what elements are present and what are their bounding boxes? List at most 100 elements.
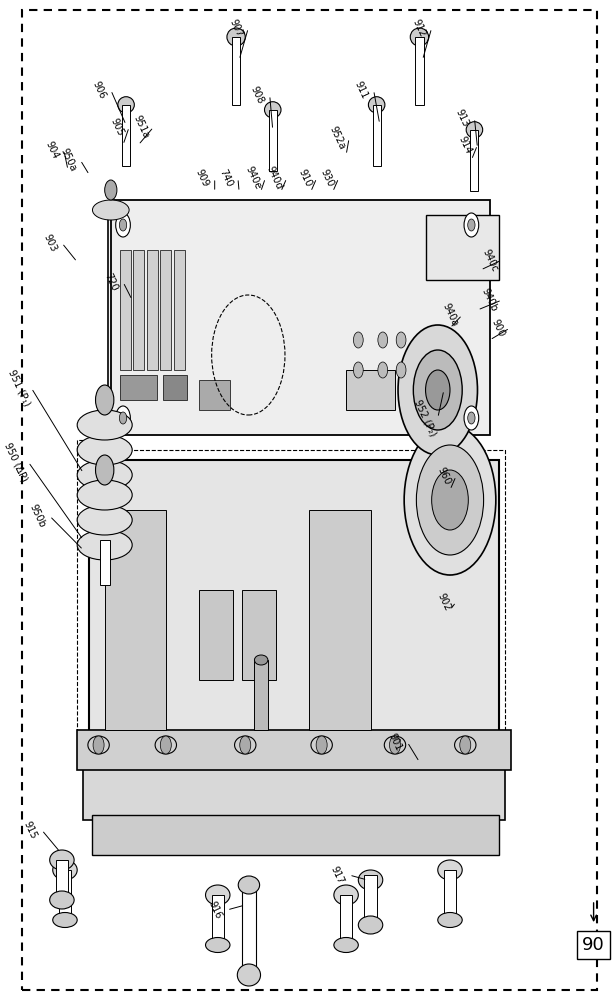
Circle shape — [316, 736, 327, 754]
Ellipse shape — [92, 200, 129, 220]
Circle shape — [404, 425, 496, 575]
Ellipse shape — [77, 410, 132, 440]
Bar — [122, 105, 130, 166]
Ellipse shape — [334, 885, 359, 905]
Circle shape — [464, 406, 478, 430]
Circle shape — [116, 406, 130, 430]
Ellipse shape — [88, 736, 109, 754]
Ellipse shape — [410, 28, 429, 46]
Circle shape — [460, 736, 470, 754]
Circle shape — [240, 736, 251, 754]
Bar — [83, 750, 505, 820]
Ellipse shape — [359, 870, 383, 890]
Ellipse shape — [155, 736, 177, 754]
Text: 905: 905 — [108, 117, 125, 137]
Circle shape — [378, 332, 387, 348]
Ellipse shape — [454, 736, 476, 754]
Circle shape — [119, 412, 127, 424]
Bar — [242, 590, 276, 680]
Bar — [309, 510, 371, 730]
Ellipse shape — [53, 912, 77, 928]
Bar — [174, 250, 184, 370]
Ellipse shape — [237, 964, 261, 986]
Bar — [161, 250, 172, 370]
Text: 950b: 950b — [28, 503, 47, 529]
Ellipse shape — [50, 850, 74, 870]
Bar — [147, 250, 158, 370]
Text: 914: 914 — [457, 135, 474, 155]
Ellipse shape — [359, 916, 383, 934]
Ellipse shape — [238, 876, 260, 894]
Circle shape — [354, 362, 363, 378]
Circle shape — [468, 219, 475, 231]
Bar — [56, 860, 68, 900]
Text: 740: 740 — [217, 168, 234, 188]
Ellipse shape — [334, 938, 359, 952]
Text: 940d: 940d — [265, 165, 284, 191]
Bar — [120, 250, 131, 370]
Bar — [108, 210, 486, 430]
Text: 951a: 951a — [132, 114, 151, 140]
Text: 904: 904 — [43, 140, 60, 160]
Text: 960: 960 — [435, 466, 452, 486]
Circle shape — [116, 213, 130, 237]
Text: 952 (P₂): 952 (P₂) — [413, 398, 438, 438]
Text: 720: 720 — [102, 271, 119, 293]
Bar — [415, 37, 424, 105]
Ellipse shape — [311, 736, 332, 754]
Bar — [242, 885, 256, 975]
Circle shape — [95, 385, 114, 415]
Ellipse shape — [77, 505, 132, 535]
Text: 950a: 950a — [58, 147, 77, 173]
Ellipse shape — [77, 435, 132, 465]
Bar — [163, 375, 187, 400]
Bar — [255, 660, 268, 730]
Circle shape — [161, 736, 172, 754]
Text: 902: 902 — [435, 592, 452, 612]
Circle shape — [354, 332, 363, 348]
Bar — [470, 130, 478, 191]
Bar — [346, 370, 395, 410]
Bar — [426, 215, 499, 280]
Circle shape — [464, 213, 478, 237]
Circle shape — [398, 325, 477, 455]
Circle shape — [105, 180, 117, 200]
Ellipse shape — [438, 860, 462, 880]
Text: 912: 912 — [411, 18, 428, 38]
Bar — [365, 875, 376, 925]
Text: 930: 930 — [318, 168, 335, 188]
Bar — [89, 460, 499, 750]
Ellipse shape — [205, 938, 230, 952]
Text: 915: 915 — [21, 820, 38, 840]
Circle shape — [378, 362, 387, 378]
Text: 908: 908 — [249, 85, 266, 105]
Bar — [199, 380, 230, 410]
Text: 951 (P₁): 951 (P₁) — [6, 368, 32, 408]
Text: 907: 907 — [228, 18, 245, 38]
Text: 910: 910 — [296, 168, 313, 188]
Bar — [105, 510, 166, 730]
Bar — [212, 895, 224, 945]
Bar — [92, 815, 499, 855]
Bar — [373, 105, 381, 166]
Ellipse shape — [118, 97, 134, 113]
Text: 940e: 940e — [244, 165, 263, 191]
Ellipse shape — [50, 891, 74, 909]
Text: 940b: 940b — [480, 287, 499, 313]
Bar — [100, 470, 109, 515]
Circle shape — [426, 370, 450, 410]
Circle shape — [389, 736, 400, 754]
Bar — [199, 590, 233, 680]
Ellipse shape — [227, 28, 245, 46]
Circle shape — [396, 332, 406, 348]
Text: 90: 90 — [582, 936, 605, 954]
Bar — [120, 375, 157, 400]
Ellipse shape — [205, 885, 230, 905]
Ellipse shape — [77, 530, 132, 560]
Circle shape — [468, 412, 475, 424]
Ellipse shape — [466, 122, 483, 138]
Circle shape — [416, 445, 483, 555]
Bar — [111, 200, 490, 435]
Ellipse shape — [234, 736, 256, 754]
Text: 913: 913 — [454, 108, 470, 128]
